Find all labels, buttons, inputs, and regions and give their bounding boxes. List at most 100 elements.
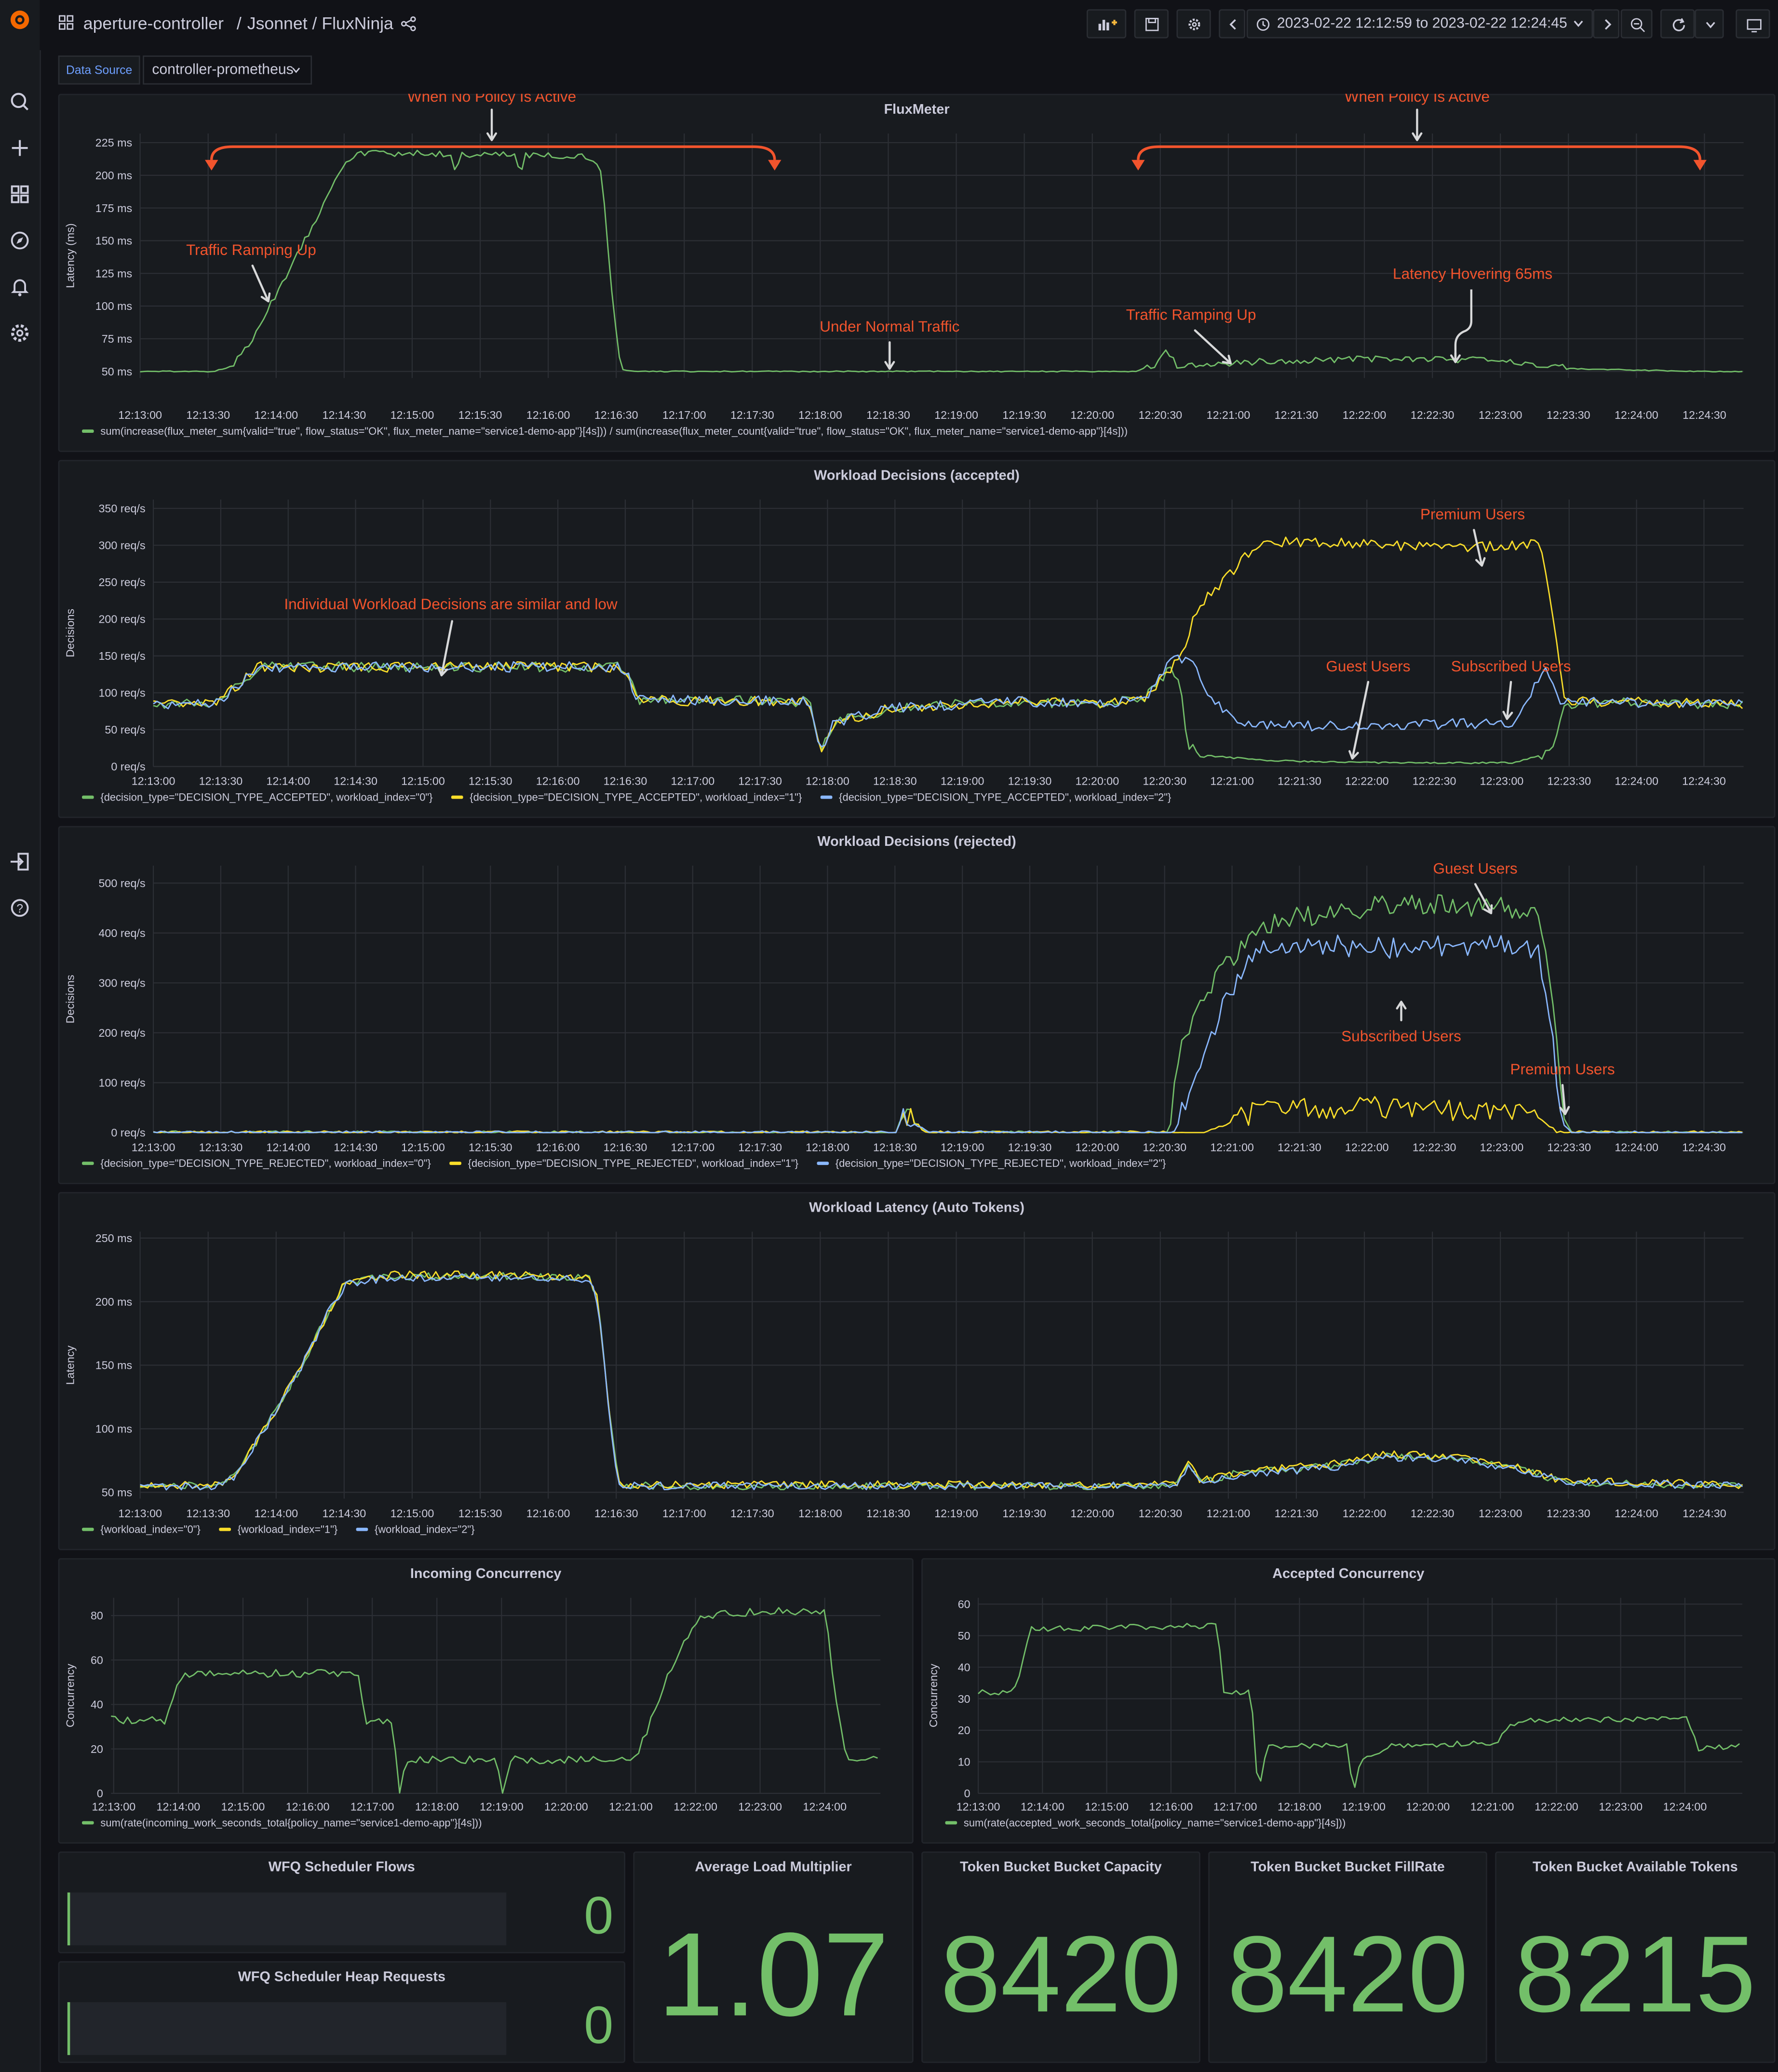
- tv-mode-button[interactable]: [1736, 9, 1770, 39]
- settings-icon[interactable]: [8, 321, 31, 345]
- gear-icon: [1188, 18, 1200, 30]
- x-tick-label: 12:17:00: [662, 409, 706, 421]
- time-range-picker[interactable]: 2023-02-22 12:12:59 to 2023-02-22 12:24:…: [1246, 9, 1593, 39]
- x-tick-label: 12:23:30: [1547, 1141, 1591, 1153]
- legend-item[interactable]: {decision_type="DECISION_TYPE_ACCEPTED",…: [839, 791, 1171, 803]
- y-tick-label: 175 ms: [95, 202, 132, 214]
- panel-average-load-multiplier[interactable]: Average Load Multiplier 1.07: [633, 1851, 914, 2063]
- annotation-bracket-arrowhead: [205, 160, 218, 171]
- x-tick-label: 12:15:00: [221, 1801, 265, 1813]
- panel-token-bucket-available-tokens[interactable]: Token Bucket Available Tokens 8215: [1495, 1851, 1776, 2063]
- time-forward-button[interactable]: [1593, 9, 1619, 39]
- annotation-label: Under Normal Traffic: [820, 318, 959, 335]
- help-icon[interactable]: ?: [8, 896, 31, 920]
- add-panel-button[interactable]: [1086, 9, 1127, 39]
- x-tick-label: 12:16:00: [526, 1507, 570, 1520]
- legend-item[interactable]: {decision_type="DECISION_TYPE_REJECTED",…: [100, 1157, 431, 1169]
- panel-workload-decisions-accepted[interactable]: Workload Decisions (accepted) 0 req/s 50 …: [58, 460, 1776, 818]
- annotation-arrow: [437, 620, 453, 677]
- search-icon[interactable]: [8, 90, 31, 113]
- annotation-arrow: [1450, 351, 1461, 363]
- legend-item[interactable]: {decision_type="DECISION_TYPE_REJECTED",…: [468, 1157, 798, 1169]
- x-tick-label: 12:13:30: [199, 775, 243, 788]
- grafana-logo-icon[interactable]: [8, 8, 31, 31]
- x-tick-label: 12:20:00: [1070, 409, 1114, 421]
- panel-incoming-concurrency[interactable]: Incoming Concurrency 0 20 40 60 80 12:13:00 12…: [58, 1558, 914, 1844]
- legend-item[interactable]: sum(rate(accepted_work_seconds_total{pol…: [964, 1817, 1346, 1829]
- y-tick-label: 200 ms: [95, 1296, 132, 1308]
- plus-icon[interactable]: [8, 136, 31, 160]
- share-icon[interactable]: [401, 16, 417, 32]
- panel-token-bucket-fillrate[interactable]: Token Bucket Bucket FillRate 8420: [1208, 1851, 1487, 2063]
- x-tick-label: 12:21:30: [1275, 1507, 1319, 1520]
- explore-icon[interactable]: [8, 228, 31, 252]
- panel-workload-latency[interactable]: Workload Latency (Auto Tokens) 50 ms 100 …: [58, 1192, 1776, 1551]
- time-back-button[interactable]: [1219, 9, 1245, 39]
- legend-item[interactable]: sum(rate(incoming_work_seconds_total{pol…: [100, 1817, 482, 1829]
- breadcrumb-dashboard[interactable]: Jsonnet / FluxNinja: [247, 13, 393, 33]
- panel-workload-decisions-rejected[interactable]: Workload Decisions (rejected) 0 req/s 100…: [58, 826, 1776, 1184]
- x-tick-label: 12:14:00: [254, 409, 298, 421]
- y-tick-label: 100 req/s: [98, 687, 145, 699]
- x-tick-label: 12:17:00: [350, 1801, 394, 1813]
- x-tick-label: 12:15:30: [469, 775, 512, 788]
- sign-in-icon[interactable]: [8, 850, 31, 873]
- y-tick-label: 100 ms: [95, 1423, 132, 1435]
- y-tick-label: 50: [958, 1630, 970, 1642]
- x-tick-label: 12:19:30: [1008, 1141, 1052, 1153]
- legend-swatch: [82, 1527, 94, 1531]
- refresh-button[interactable]: [1660, 9, 1695, 39]
- y-tick-label: 200 ms: [95, 169, 132, 182]
- x-tick-label: 12:18:00: [1278, 1801, 1321, 1813]
- panel-title: Incoming Concurrency: [410, 1566, 562, 1582]
- panel-fluxmeter[interactable]: FluxMeter 50 ms 75 ms 100 ms 125 ms 150 ms 17…: [58, 94, 1776, 452]
- y-tick-label: 150 ms: [95, 1359, 132, 1372]
- zoom-out-button[interactable]: [1620, 9, 1653, 39]
- x-tick-label: 12:13:00: [118, 1507, 162, 1520]
- legend-item[interactable]: {decision_type="DECISION_TYPE_ACCEPTED",…: [470, 791, 802, 803]
- svg-text:?: ?: [16, 902, 23, 915]
- alerting-icon[interactable]: [8, 275, 31, 298]
- x-tick-label: 12:22:30: [1411, 1507, 1455, 1520]
- panel-title: Accepted Concurrency: [1272, 1566, 1425, 1582]
- series-line-green: [153, 661, 1743, 764]
- x-tick-label: 12:18:00: [415, 1801, 459, 1813]
- dashboard-settings-button[interactable]: [1176, 9, 1211, 39]
- legend-item[interactable]: {workload_index="1"}: [238, 1524, 338, 1536]
- annotation-label: Individual Workload Decisions are simila…: [284, 595, 618, 613]
- x-tick-label: 12:18:00: [806, 775, 849, 788]
- legend-item[interactable]: {decision_type="DECISION_TYPE_ACCEPTED",…: [100, 791, 432, 803]
- panel-accepted-concurrency[interactable]: Accepted Concurrency 0 10 20 30 40 50 60 12:13:…: [921, 1558, 1776, 1844]
- save-dashboard-button[interactable]: [1134, 9, 1169, 39]
- x-tick-label: 12:24:30: [1683, 1507, 1726, 1520]
- legend-item[interactable]: sum(increase(flux_meter_sum{valid="true"…: [100, 425, 1128, 437]
- x-tick-label: 12:15:00: [391, 409, 434, 421]
- chart-acceptedConc: 0 10 20 30 40 50 60 12:13:00 12:14:00 12:15:00 12:…: [927, 1598, 1742, 1829]
- chevron-left-icon: [1229, 19, 1236, 30]
- refresh-interval-picker[interactable]: [1695, 9, 1724, 39]
- x-tick-label: 12:19:00: [941, 775, 984, 788]
- y-tick-label: 60: [91, 1654, 103, 1666]
- annotation-arrow: [1194, 329, 1232, 365]
- dashboards-icon[interactable]: [8, 182, 31, 206]
- x-tick-label: 12:17:00: [671, 775, 714, 788]
- y-tick-label: 20: [958, 1724, 970, 1737]
- panel-wfq-scheduler-heap-requests[interactable]: WFQ Scheduler Heap Requests 0: [58, 1961, 625, 2063]
- datasource-variable-select[interactable]: controller-prometheus: [143, 55, 312, 85]
- breadcrumb-folder[interactable]: aperture-controller: [83, 13, 224, 33]
- x-tick-label: 12:19:00: [934, 1507, 978, 1520]
- annotation-label: Guest Users: [1433, 859, 1518, 877]
- x-tick-label: 12:24:00: [1615, 775, 1658, 788]
- x-tick-label: 12:21:00: [609, 1801, 653, 1813]
- x-tick-label: 12:23:30: [1547, 409, 1590, 421]
- series-line-green: [140, 149, 1743, 373]
- panel-wfq-scheduler-flows[interactable]: WFQ Scheduler Flows 0: [58, 1851, 625, 1953]
- legend-swatch: [945, 1821, 957, 1825]
- y-tick-label: 100 ms: [95, 300, 132, 312]
- legend-item[interactable]: {workload_index="0"}: [100, 1524, 201, 1536]
- legend-item[interactable]: {workload_index="2"}: [375, 1524, 475, 1536]
- x-tick-label: 12:21:00: [1207, 1507, 1251, 1520]
- annotation-arrow: [1502, 681, 1513, 720]
- legend-item[interactable]: {decision_type="DECISION_TYPE_REJECTED",…: [835, 1157, 1166, 1169]
- panel-token-bucket-capacity[interactable]: Token Bucket Bucket Capacity 8420: [921, 1851, 1200, 2063]
